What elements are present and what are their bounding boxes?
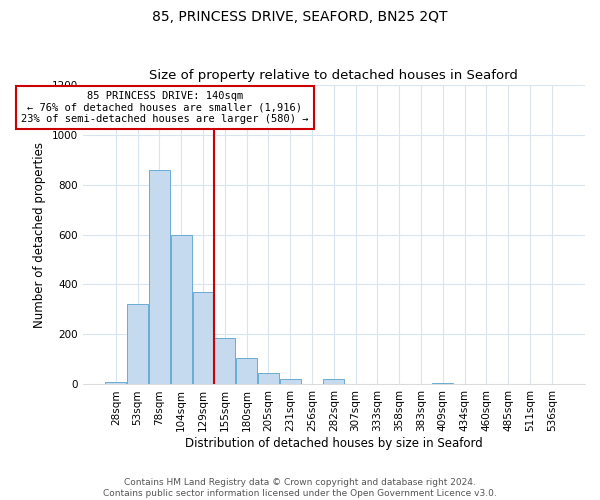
Text: 85 PRINCESS DRIVE: 140sqm
← 76% of detached houses are smaller (1,916)
23% of se: 85 PRINCESS DRIVE: 140sqm ← 76% of detac… <box>21 91 308 124</box>
Bar <box>106 382 126 384</box>
Bar <box>433 383 453 384</box>
Text: Contains HM Land Registry data © Crown copyright and database right 2024.
Contai: Contains HM Land Registry data © Crown c… <box>103 478 497 498</box>
Bar <box>214 338 235 384</box>
Bar <box>323 380 344 384</box>
Bar <box>280 380 301 384</box>
X-axis label: Distribution of detached houses by size in Seaford: Distribution of detached houses by size … <box>185 437 482 450</box>
Text: 85, PRINCESS DRIVE, SEAFORD, BN25 2QT: 85, PRINCESS DRIVE, SEAFORD, BN25 2QT <box>152 10 448 24</box>
Y-axis label: Number of detached properties: Number of detached properties <box>33 142 46 328</box>
Bar <box>236 358 257 384</box>
Bar <box>171 234 191 384</box>
Bar <box>149 170 170 384</box>
Title: Size of property relative to detached houses in Seaford: Size of property relative to detached ho… <box>149 69 518 82</box>
Bar <box>127 304 148 384</box>
Bar <box>193 292 214 384</box>
Bar <box>258 373 279 384</box>
